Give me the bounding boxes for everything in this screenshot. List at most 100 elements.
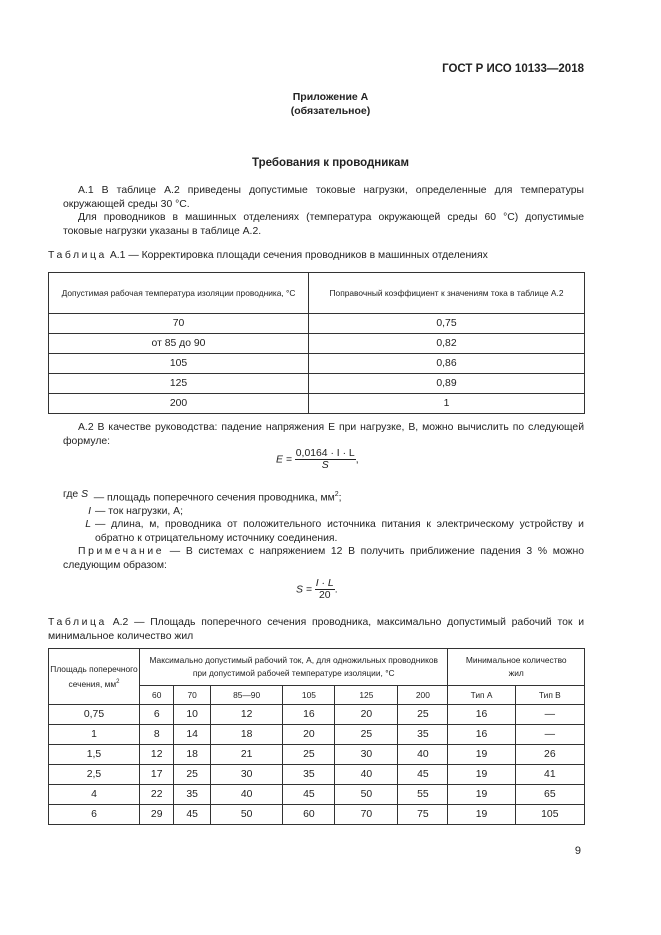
paragraph-a1: А.1 В таблице А.2 приведены допустимые т… — [63, 185, 584, 210]
table-row: 70 0,75 — [48, 313, 585, 334]
cell: 26 — [514, 744, 586, 765]
cell: 16 — [282, 704, 336, 725]
caption-label: Таблица — [48, 617, 107, 628]
formula-section: S = I · L 20. — [296, 578, 338, 601]
cell: 18 — [173, 744, 211, 765]
formula-lhs: E = — [276, 454, 292, 466]
cell: 35 — [173, 784, 211, 805]
definition: — ток нагрузки, А; — [95, 505, 184, 517]
cell: 12 — [138, 744, 175, 765]
formula-tail: . — [334, 584, 338, 596]
cell: 0,75 — [48, 704, 140, 725]
subheader-cell: 60 — [138, 685, 175, 705]
where-item: L — длина, м, проводника от положительног… — [63, 518, 584, 545]
cell: 0,82 — [308, 333, 585, 354]
cell: 8 — [138, 724, 175, 745]
cell: 19 — [447, 744, 516, 765]
cell: 10 — [173, 704, 211, 725]
cell: 19 — [447, 784, 516, 805]
paragraph-a2: А.2 В качестве руководства: падение напр… — [63, 422, 584, 447]
table-row: 1 8 14 18 20 25 35 16— — [48, 724, 586, 745]
header-text: Площадь поперечного сечения, мм — [50, 663, 138, 689]
table-row: 6 29 45 50 60 70 75 19 105 — [48, 804, 586, 825]
superscript: 2 — [334, 491, 339, 498]
denominator: S — [321, 460, 329, 471]
denominator: 20 — [318, 590, 331, 601]
cell: 70 — [48, 313, 309, 334]
punct: ; — [338, 492, 342, 504]
header-cores: Минимальное количество жил — [447, 648, 585, 686]
formula-tail: , — [355, 454, 359, 466]
cell: 19 — [447, 764, 516, 785]
cell: 40 — [334, 764, 399, 785]
standard-number: ГОСТ Р ИСО 10133—2018 — [442, 63, 584, 75]
header-cell: Поправочный коэффициент к значениям тока… — [308, 272, 585, 314]
page-number: 9 — [574, 845, 581, 857]
symbol: I — [88, 505, 91, 517]
numerator: I · L — [314, 578, 335, 590]
note-text: — В системах с напряжением 12 В получить… — [63, 546, 584, 571]
where-item: где S — площадь поперечного сечения пров… — [63, 488, 584, 505]
cell: 25 — [282, 744, 336, 765]
table2-caption: Таблица А.2 — Площадь поперечного сечени… — [48, 616, 584, 643]
cell: 1 — [48, 724, 140, 745]
symbol: S — [81, 489, 88, 500]
cell: 40 — [209, 784, 284, 805]
cell: 55 — [397, 784, 449, 805]
cell: 25 — [173, 764, 211, 785]
cell: 0,75 — [308, 313, 585, 334]
cell: 20 — [334, 704, 399, 725]
note-label: Примечание — [78, 546, 165, 557]
cell: 105 — [48, 353, 309, 374]
cell: 21 — [209, 744, 284, 765]
table-row: 1,5 12 18 21 25 30 40 19 26 — [48, 744, 586, 765]
cell: 65 — [514, 784, 586, 805]
cell: 41 — [514, 764, 586, 785]
cell: 12 — [209, 704, 284, 725]
cell: 45 — [397, 764, 449, 785]
cell: 0,89 — [308, 373, 585, 394]
caption-label: Таблица — [48, 250, 107, 261]
formula-lhs: S = — [296, 584, 312, 596]
table1-caption: Таблица А.1 — Корректировка площади сече… — [48, 250, 488, 261]
cell: 35 — [282, 764, 336, 785]
cell: 60 — [282, 804, 336, 825]
appendix-subtitle: (обязательное) — [290, 105, 371, 117]
subheader-cell: Тип В — [514, 685, 586, 705]
cell: 200 — [48, 393, 309, 414]
caption-text: А.2 — Площадь поперечного сечения провод… — [48, 617, 584, 642]
cell: 40 — [397, 744, 449, 765]
cell: 18 — [209, 724, 284, 745]
where-item: I — ток нагрузки, А; — [63, 505, 584, 519]
appendix-title: Приложение А — [292, 91, 369, 103]
numerator: 0,0164 · I · L — [294, 448, 356, 460]
cell: 75 — [397, 804, 449, 825]
subheader-cell: 125 — [334, 685, 399, 705]
table-a1: Допустимая рабочая температура изоляции … — [48, 272, 585, 414]
cell: 22 — [138, 784, 175, 805]
definition: — длина, м, проводника от положительного… — [95, 519, 584, 544]
where-list: где S — площадь поперечного сечения пров… — [63, 488, 584, 545]
cell: 29 — [138, 804, 175, 825]
cell: 19 — [447, 804, 516, 825]
cell: 125 — [48, 373, 309, 394]
cell: 25 — [397, 704, 449, 725]
section-title: Требования к проводникам — [252, 157, 409, 169]
table-row: 0,75 6 10 12 16 20 25 16— — [48, 704, 586, 725]
cell: 50 — [334, 784, 399, 805]
cell: 1 — [308, 393, 585, 414]
table-row: 2,5 17 25 30 35 40 45 19 41 — [48, 764, 586, 785]
table-row: 125 0,89 — [48, 373, 585, 394]
table-row: 4 22 35 40 45 50 55 19 65 — [48, 784, 586, 805]
table-row: 200 1 — [48, 393, 585, 414]
cell: 70 — [334, 804, 399, 825]
cell: 6 — [48, 804, 140, 825]
superscript: 2 — [116, 678, 120, 685]
cell: 30 — [334, 744, 399, 765]
subheader-cell: Тип А — [447, 685, 516, 705]
header-cell: Допустимая рабочая температура изоляции … — [48, 272, 309, 314]
cell: 16 — [447, 704, 516, 725]
note: Примечание — В системах с напряжением 12… — [63, 545, 584, 572]
cell: 50 — [209, 804, 284, 825]
